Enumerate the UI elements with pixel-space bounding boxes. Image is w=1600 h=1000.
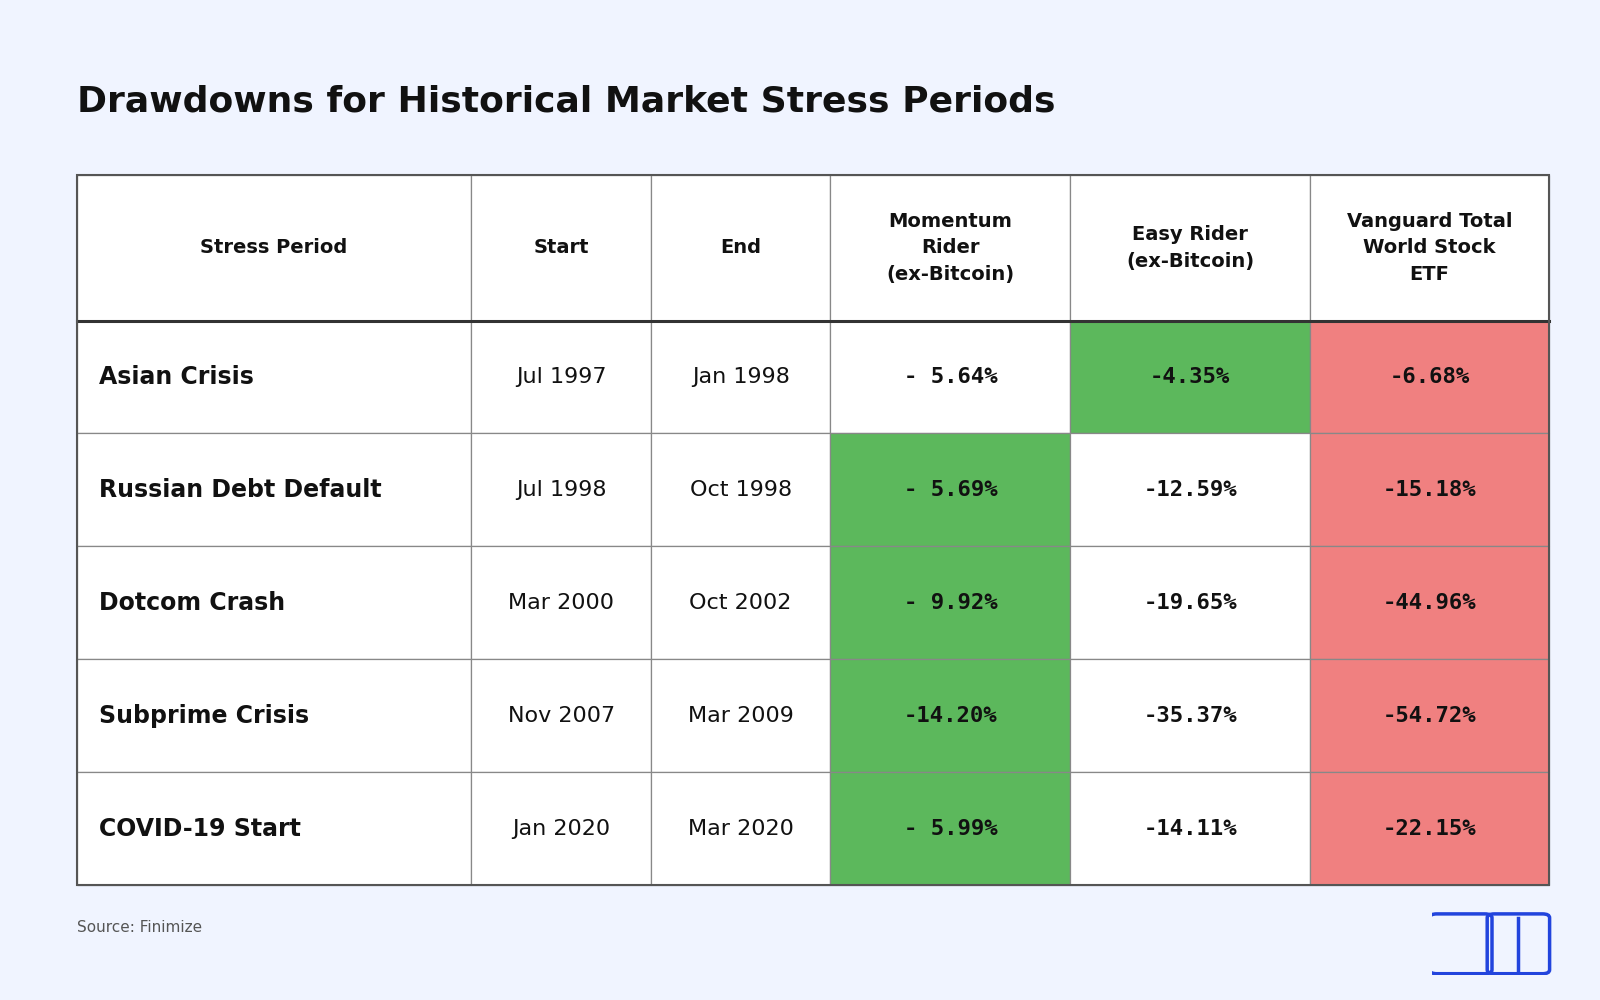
Text: Oct 1998: Oct 1998 (690, 480, 792, 500)
Text: - 5.64%: - 5.64% (904, 367, 997, 387)
Text: Asian Crisis: Asian Crisis (99, 365, 254, 389)
Text: Russian Debt Default: Russian Debt Default (99, 478, 382, 502)
Text: -14.11%: -14.11% (1144, 819, 1237, 839)
Text: -4.35%: -4.35% (1150, 367, 1230, 387)
Text: -14.20%: -14.20% (904, 706, 997, 726)
Text: Jul 1998: Jul 1998 (515, 480, 606, 500)
Text: - 5.69%: - 5.69% (904, 480, 997, 500)
Text: Start: Start (533, 238, 589, 257)
Text: Vanguard Total
World Stock
ETF: Vanguard Total World Stock ETF (1347, 212, 1512, 284)
Text: Jan 2020: Jan 2020 (512, 819, 610, 839)
Text: - 5.99%: - 5.99% (904, 819, 997, 839)
Text: - 9.92%: - 9.92% (904, 593, 997, 613)
Text: Dotcom Crash: Dotcom Crash (99, 591, 285, 615)
Text: Mar 2020: Mar 2020 (688, 819, 794, 839)
Text: -6.68%: -6.68% (1389, 367, 1470, 387)
Text: Oct 2002: Oct 2002 (690, 593, 792, 613)
Text: Mar 2000: Mar 2000 (509, 593, 614, 613)
Text: -19.65%: -19.65% (1144, 593, 1237, 613)
Text: Jan 1998: Jan 1998 (691, 367, 790, 387)
Text: -35.37%: -35.37% (1144, 706, 1237, 726)
Text: Source: Finimize: Source: Finimize (77, 920, 202, 936)
Text: Mar 2009: Mar 2009 (688, 706, 794, 726)
Text: -12.59%: -12.59% (1144, 480, 1237, 500)
Text: COVID-19 Start: COVID-19 Start (99, 817, 301, 841)
Text: Jul 1997: Jul 1997 (515, 367, 606, 387)
Text: Stress Period: Stress Period (200, 238, 347, 257)
Text: -44.96%: -44.96% (1382, 593, 1477, 613)
Text: -22.15%: -22.15% (1382, 819, 1477, 839)
Text: Easy Rider
(ex-Bitcoin): Easy Rider (ex-Bitcoin) (1126, 225, 1254, 271)
Text: Drawdowns for Historical Market Stress Periods: Drawdowns for Historical Market Stress P… (77, 85, 1056, 119)
Text: Nov 2007: Nov 2007 (507, 706, 614, 726)
Text: -15.18%: -15.18% (1382, 480, 1477, 500)
Text: Momentum
Rider
(ex-Bitcoin): Momentum Rider (ex-Bitcoin) (886, 212, 1014, 284)
Text: End: End (720, 238, 762, 257)
Text: -54.72%: -54.72% (1382, 706, 1477, 726)
Text: Subprime Crisis: Subprime Crisis (99, 704, 309, 728)
